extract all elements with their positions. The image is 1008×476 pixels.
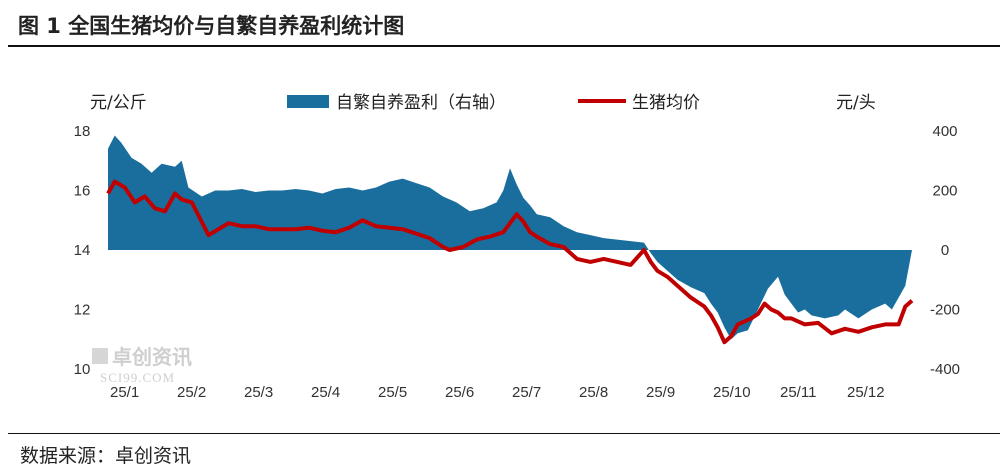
x-tick-label: 25/2	[177, 384, 206, 401]
left-tick-label: 18	[74, 123, 91, 140]
x-tick-label: 25/4	[311, 384, 340, 401]
watermark-site: SCI99.COM	[100, 370, 175, 385]
x-tick-label: 25/3	[244, 384, 273, 401]
profit-area	[108, 135, 912, 340]
right-tick-label: -200	[930, 302, 960, 319]
right-tick-label: 200	[932, 183, 957, 200]
right-axis-unit: 元/头	[836, 93, 876, 113]
source-rule	[8, 433, 1000, 434]
legend: 自繁自养盈利（右轴） 生猪均价	[287, 93, 700, 113]
x-tick-label: 25/6	[445, 384, 474, 401]
watermark-brand: 卓创资讯	[112, 345, 192, 369]
x-tick-label: 25/8	[579, 384, 608, 401]
legend-label-profit: 自繁自养盈利（右轴）	[336, 93, 506, 113]
left-axis-unit: 元/公斤	[90, 93, 147, 113]
x-tick-label: 25/10	[713, 384, 751, 401]
left-tick-label: 16	[74, 183, 91, 200]
x-tick-label: 25/5	[378, 384, 407, 401]
legend-label-price: 生猪均价	[632, 93, 700, 113]
right-tick-label: 0	[941, 242, 949, 259]
price-line	[106, 179, 914, 345]
watermark-logo	[92, 348, 108, 364]
right-tick-label: -400	[930, 361, 960, 378]
x-tick-label: 25/12	[847, 384, 885, 401]
axes: 10 12 14 16 18 -400 -200 0 200 400 25/1 25/2 25/3 25/…	[74, 93, 960, 401]
x-tick-label: 25/1	[110, 384, 139, 401]
figure-title: 图 1 全国生猪均价与自繁自养盈利统计图	[18, 14, 405, 38]
left-tick-label: 12	[74, 302, 91, 319]
plot-area	[106, 135, 914, 345]
source-note: 数据来源：卓创资讯	[20, 445, 192, 467]
x-tick-label: 25/11	[780, 384, 816, 401]
left-tick-label: 14	[74, 242, 91, 259]
right-tick-label: 400	[932, 123, 957, 140]
legend-swatch-profit	[287, 95, 329, 108]
title-rule	[8, 45, 1000, 47]
x-tick-label: 25/7	[512, 384, 541, 401]
x-tick-label: 25/9	[646, 384, 675, 401]
watermark: 卓创资讯 SCI99.COM	[92, 345, 192, 385]
left-tick-label: 10	[74, 361, 91, 378]
